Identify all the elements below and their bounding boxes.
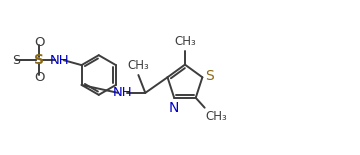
Text: NH: NH xyxy=(113,86,132,99)
Text: CH₃: CH₃ xyxy=(206,110,228,123)
Text: O: O xyxy=(34,71,45,84)
Text: CH₃: CH₃ xyxy=(127,59,149,72)
Text: CH₃: CH₃ xyxy=(174,35,196,48)
Text: S: S xyxy=(34,53,44,67)
Text: O: O xyxy=(34,36,45,49)
Text: N: N xyxy=(169,101,179,115)
Text: S: S xyxy=(205,69,213,83)
Text: S: S xyxy=(13,54,21,67)
Text: NH: NH xyxy=(49,54,69,67)
